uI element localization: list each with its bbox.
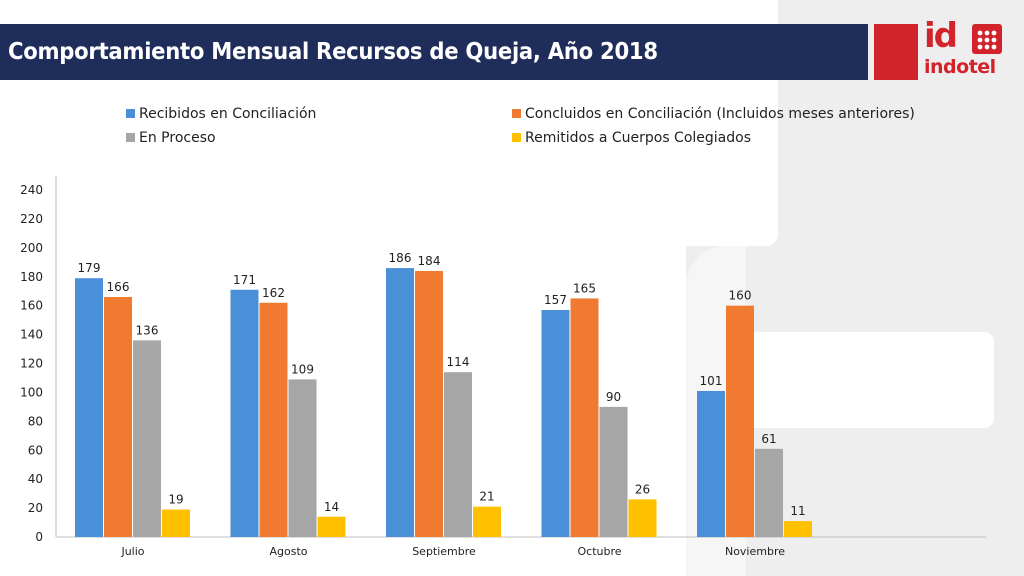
legend-swatch xyxy=(512,133,521,142)
bar xyxy=(386,268,414,537)
y-tick-label: 120 xyxy=(20,357,43,371)
bar xyxy=(628,499,657,537)
y-tick-label: 20 xyxy=(28,501,43,515)
bar xyxy=(259,302,288,537)
bar xyxy=(75,278,103,537)
bar xyxy=(104,296,132,537)
data-label: 101 xyxy=(700,374,723,388)
bar xyxy=(133,340,161,537)
data-label: 186 xyxy=(389,251,412,265)
legend-swatch xyxy=(126,133,135,142)
y-tick-label: 80 xyxy=(28,414,43,428)
data-label: 179 xyxy=(78,261,101,275)
x-tick-label: Octubre xyxy=(577,545,621,558)
bar xyxy=(697,390,725,537)
data-label: 157 xyxy=(544,293,567,307)
x-tick-label: Julio xyxy=(120,545,144,558)
data-label: 162 xyxy=(262,286,285,300)
legend-label: Recibidos en Conciliación xyxy=(139,106,316,122)
x-tick-label: Septiembre xyxy=(412,545,476,558)
bar xyxy=(599,406,628,537)
bar xyxy=(162,509,190,537)
data-label: 61 xyxy=(761,432,776,446)
data-label: 11 xyxy=(790,504,805,518)
data-label: 165 xyxy=(573,281,596,295)
y-tick-label: 40 xyxy=(28,472,43,486)
data-label: 171 xyxy=(233,273,256,287)
data-label: 90 xyxy=(606,390,621,404)
indotel-logo: id indotel xyxy=(924,16,1004,82)
legend-label: Concluidos en Conciliación (Incluidos me… xyxy=(525,106,915,122)
y-tick-label: 180 xyxy=(20,270,43,284)
y-tick-label: 60 xyxy=(28,443,43,457)
logo-color-block xyxy=(874,24,918,80)
bar xyxy=(317,516,346,537)
bar xyxy=(755,448,783,537)
bar xyxy=(415,270,443,537)
bar xyxy=(230,289,259,537)
page-title: Comportamiento Mensual Recursos de Queja… xyxy=(8,39,658,65)
legend-label: Remitidos a Cuerpos Colegiados xyxy=(525,130,751,146)
data-label: 114 xyxy=(447,355,470,369)
bar xyxy=(570,298,599,537)
y-tick-label: 220 xyxy=(20,212,43,226)
data-label: 21 xyxy=(479,490,494,504)
data-label: 184 xyxy=(418,254,441,268)
logo-mark: id xyxy=(924,16,958,56)
x-tick-label: Agosto xyxy=(269,545,307,558)
data-label: 166 xyxy=(107,280,130,294)
bar xyxy=(288,379,317,537)
bar xyxy=(541,310,570,537)
bar-chart: Recibidos en Conciliación Concluidos en C… xyxy=(20,106,986,558)
data-label: 136 xyxy=(136,323,159,337)
data-label: 14 xyxy=(324,500,339,514)
data-label: 26 xyxy=(635,482,650,496)
data-label: 19 xyxy=(168,493,183,507)
y-tick-label: 200 xyxy=(20,241,43,255)
bar xyxy=(784,521,812,537)
legend-swatch xyxy=(512,109,521,118)
data-label: 160 xyxy=(729,289,752,303)
y-tick-label: 160 xyxy=(20,299,43,313)
logo-wordmark: indotel xyxy=(924,56,996,78)
y-tick-label: 140 xyxy=(20,328,43,342)
legend-label: En Proceso xyxy=(139,130,216,146)
y-tick-label: 100 xyxy=(20,385,43,399)
title-bar: Comportamiento Mensual Recursos de Queja… xyxy=(0,24,868,80)
data-label: 109 xyxy=(291,362,314,376)
logo-grid-icon xyxy=(972,24,1002,54)
background-shape xyxy=(746,332,994,428)
legend-swatch xyxy=(126,109,135,118)
bar xyxy=(473,506,501,537)
y-tick-label: 240 xyxy=(20,183,43,197)
x-tick-label: Noviembre xyxy=(725,545,785,558)
bar xyxy=(444,372,472,537)
bar xyxy=(726,305,754,537)
y-tick-label: 0 xyxy=(35,530,43,544)
